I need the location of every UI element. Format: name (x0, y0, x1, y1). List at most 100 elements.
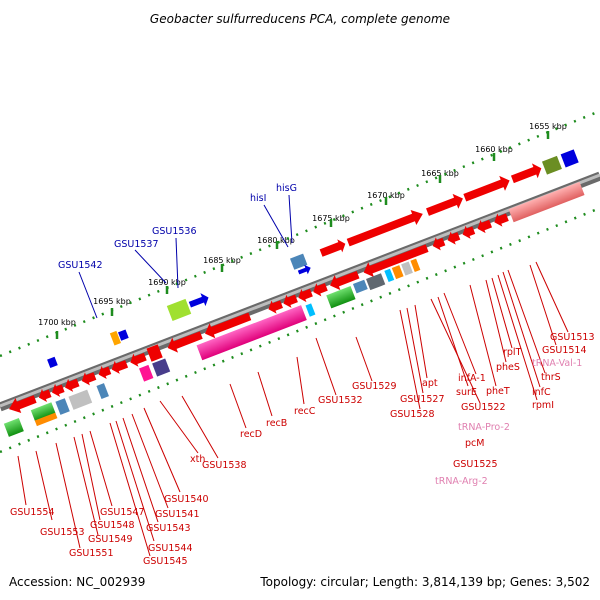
gene-low-2 (30, 402, 56, 422)
top-label-leaders (78, 194, 293, 319)
gene-rev-9 (146, 344, 163, 362)
label-GSU1554[interactable]: GSU1554 (10, 507, 55, 518)
reverse-strand-genes (9, 181, 585, 413)
label-thrS[interactable]: thrS (541, 372, 561, 383)
bottom-labels-middle: GSU1532 recC recB recD GSU1538 xth (190, 395, 363, 471)
label-hisG[interactable]: hisG (276, 183, 297, 194)
label-GSU1528[interactable]: GSU1528 (390, 409, 435, 420)
label-recD[interactable]: recD (240, 429, 262, 440)
label-GSU1545[interactable]: GSU1545 (143, 556, 188, 567)
gene-rev-22 (494, 213, 509, 227)
label-hisI[interactable]: hisI (250, 193, 266, 204)
gene-fwd-9 (346, 210, 423, 247)
label-GSU1553[interactable]: GSU1553 (40, 527, 85, 538)
label-GSU1544[interactable]: GSU1544 (148, 543, 193, 554)
label-xth[interactable]: xth (190, 454, 205, 465)
gene-fwd-10 (426, 193, 463, 216)
label-GSU1551[interactable]: GSU1551 (69, 548, 114, 559)
gene-low-13 (366, 273, 386, 291)
label-infA-1[interactable]: infA-1 (458, 373, 486, 384)
gene-low-8 (152, 358, 171, 377)
label-tRNA-Val-1[interactable]: tRNA-Val-1 (532, 358, 582, 369)
label-pcM[interactable]: pcM (465, 438, 484, 449)
gene-rev-14 (298, 288, 313, 303)
label-GSU1513[interactable]: GSU1513 (550, 332, 595, 343)
gene-fwd-12 (510, 163, 542, 184)
gene-fwd-6 (290, 253, 308, 270)
kbp-scale: 1655 kbp 1660 kbp 1665 kbp 1670 kbp 1675… (38, 122, 567, 327)
label-GSU1541[interactable]: GSU1541 (155, 509, 200, 520)
label-infC[interactable]: infC (532, 387, 551, 398)
label-GSU1547[interactable]: GSU1547 (100, 507, 145, 518)
gene-low-12 (352, 279, 368, 294)
kbp-label-1680: 1680 kbp (257, 236, 295, 245)
kbp-label-1665: 1665 kbp (421, 169, 459, 178)
label-GSU1522[interactable]: GSU1522 (461, 402, 506, 413)
label-GSU1549[interactable]: GSU1549 (88, 534, 133, 545)
label-apt[interactable]: apt (422, 378, 438, 389)
gene-fwd-1 (47, 356, 58, 369)
bottom-label-leaders (17, 261, 569, 557)
gene-rev-19 (447, 231, 461, 245)
label-GSU1548[interactable]: GSU1548 (90, 520, 135, 531)
gene-fwd-13 (541, 155, 562, 175)
forward-strand-genes (47, 149, 579, 369)
label-rplT[interactable]: rplT (503, 347, 522, 358)
lower-band-genes (3, 258, 421, 437)
label-GSU1527[interactable]: GSU1527 (400, 394, 445, 405)
topology-summary: Topology: circular; Length: 3,814,139 bp… (259, 575, 590, 589)
label-pheT[interactable]: pheT (486, 386, 510, 397)
gene-rev-16 (330, 270, 360, 291)
gene-rev-5 (81, 372, 97, 386)
label-GSU1514[interactable]: GSU1514 (542, 345, 587, 356)
label-GSU1543[interactable]: GSU1543 (146, 523, 191, 534)
gene-rev-18 (432, 237, 446, 251)
gene-rev-23 (508, 181, 585, 223)
label-recB[interactable]: recB (266, 418, 287, 429)
label-GSU1536[interactable]: GSU1536 (152, 226, 197, 237)
label-surE[interactable]: surE (456, 387, 477, 398)
gene-fwd-11 (463, 175, 510, 202)
genome-title: Geobacter sulfurreducens PCA, complete g… (150, 12, 450, 26)
gene-rev-10 (167, 331, 203, 353)
gene-rev-12 (268, 300, 283, 314)
label-GSU1542[interactable]: GSU1542 (58, 260, 103, 271)
kbp-label-1695: 1695 kbp (93, 297, 131, 306)
gene-rev-20 (462, 225, 476, 239)
bottom-labels-right: GSU1513 GSU1514 tRNA-Val-1 thrS infC rpm… (352, 332, 595, 487)
gene-low-14 (384, 268, 395, 283)
gene-fwd-2 (109, 330, 122, 346)
gene-rev-7 (111, 360, 129, 374)
label-recC[interactable]: recC (294, 406, 316, 417)
gene-low-6 (96, 383, 109, 400)
label-pheS[interactable]: pheS (496, 362, 520, 373)
gene-fwd-14 (560, 149, 579, 168)
top-labels: hisG hisI GSU1536 GSU1537 GSU1542 (58, 183, 297, 271)
kbp-label-1690: 1690 kbp (148, 278, 186, 287)
label-tRNA-Pro-2[interactable]: tRNA-Pro-2 (458, 422, 510, 433)
gene-low-15 (391, 265, 404, 280)
label-GSU1532[interactable]: GSU1532 (318, 395, 363, 406)
genome-backbone (0, 171, 600, 412)
label-GSU1529[interactable]: GSU1529 (352, 381, 397, 392)
label-rpmI[interactable]: rpmI (532, 400, 554, 411)
gene-low-16 (401, 261, 413, 276)
label-tRNA-Arg-2[interactable]: tRNA-Arg-2 (435, 476, 488, 487)
gene-rev-1 (9, 395, 37, 413)
kbp-label-1675: 1675 kbp (312, 214, 350, 223)
kbp-label-1700: 1700 kbp (38, 318, 76, 327)
label-GSU1525[interactable]: GSU1525 (453, 459, 498, 470)
major-ticks (55, 131, 550, 339)
gene-rev-3 (51, 383, 65, 397)
gene-rev-13 (283, 294, 298, 308)
gene-rev-8 (130, 352, 147, 367)
gene-rev-4 (65, 378, 80, 392)
label-GSU1540[interactable]: GSU1540 (164, 494, 209, 505)
gene-low-9 (196, 305, 307, 361)
gene-fwd-4 (166, 298, 192, 321)
gene-low-4 (55, 398, 70, 415)
label-GSU1538[interactable]: GSU1538 (202, 460, 247, 471)
label-GSU1537[interactable]: GSU1537 (114, 239, 159, 250)
gene-rev-2 (38, 388, 52, 402)
gene-fwd-8 (319, 239, 346, 257)
